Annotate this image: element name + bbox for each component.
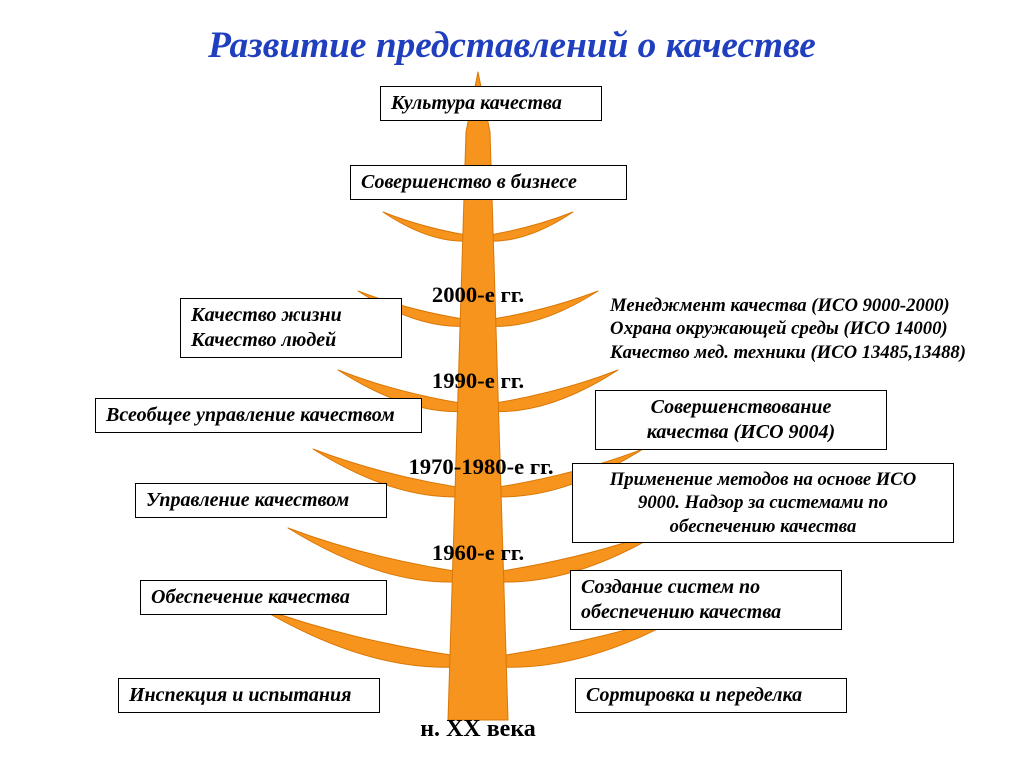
box-center-0: Культура качества [380,86,602,121]
diagram-stage: Развитие представлений о качестве н. XX … [0,0,1024,768]
era-label-1: 1960-е гг. [432,540,524,566]
box-left-3: Обеспечение качества [140,580,387,615]
box-right-1: Совершенствование качества (ИСО 9004) [595,390,887,450]
box-left-1: Всеобщее управление качеством [95,398,422,433]
box-right-0: Менеджмент качества (ИСО 9000-2000) Охра… [600,290,1010,368]
era-label-3: 1990-е гг. [432,368,524,394]
era-label-2: 1970-1980-е гг. [408,454,553,480]
era-label-4: 2000-е гг. [432,282,524,308]
box-right-3: Создание систем по обеспечению качества [570,570,842,630]
era-label-0: н. XX века [420,716,536,743]
box-center-1: Совершенство в бизнесе [350,165,627,200]
box-left-0: Качество жизни Качество людей [180,298,402,358]
box-left-2: Управление качеством [135,483,387,518]
box-left-4: Инспекция и испытания [118,678,380,713]
box-right-4: Сортировка и переделка [575,678,847,713]
box-right-2: Применение методов на основе ИСО 9000. Н… [572,463,954,543]
leaf-left-0 [258,607,478,667]
